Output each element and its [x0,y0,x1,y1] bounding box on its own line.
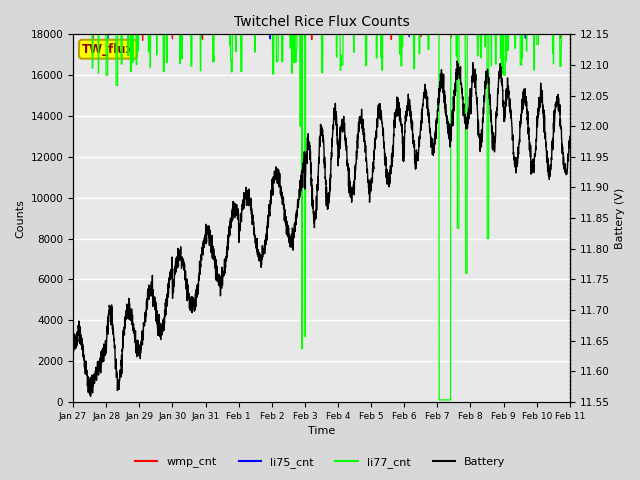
Y-axis label: Counts: Counts [15,199,25,238]
Text: TW_flux: TW_flux [82,43,134,56]
X-axis label: Time: Time [308,426,335,436]
Legend: wmp_cnt, li75_cnt, li77_cnt, Battery: wmp_cnt, li75_cnt, li77_cnt, Battery [131,452,509,472]
Y-axis label: Battery (V): Battery (V) [615,188,625,249]
Title: Twitchel Rice Flux Counts: Twitchel Rice Flux Counts [234,15,410,29]
